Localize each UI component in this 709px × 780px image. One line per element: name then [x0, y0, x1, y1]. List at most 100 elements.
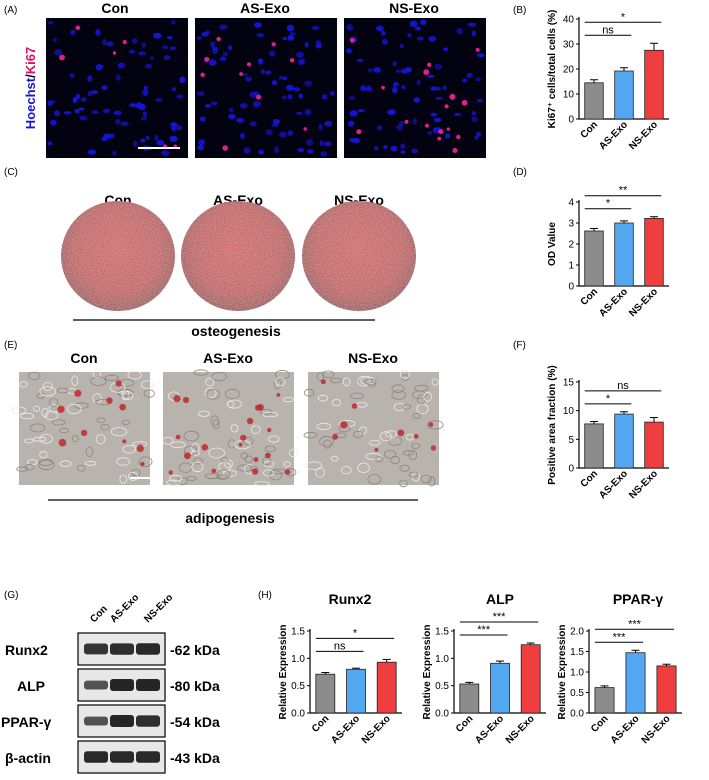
stain-slash: /: [23, 74, 38, 78]
significance-label: *: [621, 11, 626, 23]
bar-ns-exo: [644, 49, 664, 120]
y-axis-label: Positive area fraction (%): [547, 365, 558, 484]
bar-chart-f: 0 5 10 15 Positive area fraction (%) ConAS-Ex…: [547, 365, 669, 501]
nucleus: [352, 137, 360, 144]
ki67-positive-nucleus: [427, 62, 432, 67]
cell-outline: [369, 439, 381, 446]
blot-size-runx2: -62 kDa: [170, 642, 220, 658]
lipid-droplet: [240, 434, 247, 441]
cell-outline: [401, 374, 409, 382]
panel-label-h: (H): [258, 590, 272, 601]
caption-adipogenesis: adipogenesis: [185, 510, 275, 526]
nucleus: [115, 74, 121, 81]
cell-outline: [399, 479, 408, 488]
bar-as-exo: [614, 222, 634, 287]
nucleus: [222, 51, 229, 57]
cell-outline: [226, 399, 242, 409]
nucleus: [430, 112, 438, 117]
x-tick-label: NS-Exo: [504, 713, 537, 746]
significance-label: ns: [602, 24, 614, 36]
nucleus: [144, 63, 153, 69]
x-tick-label: NS-Exo: [360, 713, 393, 746]
y-axis-label: Ki67⁺ cells/total cells (%): [547, 10, 558, 129]
cell-outline: [408, 471, 419, 478]
nucleus: [381, 30, 386, 36]
nucleus: [115, 118, 121, 125]
nucleus: [373, 67, 381, 73]
cell-outline: [402, 450, 415, 456]
brightfield-image-as-exo: [162, 369, 299, 487]
cell-outline: [198, 410, 210, 417]
cell-outline: [321, 370, 335, 379]
nucleus: [135, 102, 143, 109]
significance-label: ns: [334, 640, 346, 652]
cell-outline: [121, 419, 131, 425]
bar-as-exo: [346, 668, 366, 714]
cell-outline: [254, 481, 270, 487]
nucleus: [304, 41, 309, 48]
cell-outline: [323, 439, 332, 449]
ki67-positive-nucleus: [404, 119, 409, 124]
ki67-positive-nucleus: [271, 42, 276, 47]
cell-outline: [262, 411, 279, 418]
blot-lane-as-exo: AS-Exo: [108, 592, 141, 625]
nucleus: [208, 59, 217, 66]
cell-outline: [431, 378, 439, 386]
cell-outline: [72, 435, 79, 443]
image-title-ns-exo-e: NS-Exo: [348, 350, 398, 366]
nucleus: [171, 126, 176, 132]
cell-outline: [39, 386, 56, 397]
brightfield-image-con: [12, 368, 155, 485]
cell-outline: [274, 369, 290, 380]
y-tick-label: 1: [568, 261, 574, 272]
nucleus: [426, 74, 435, 79]
cell-outline: [408, 449, 418, 461]
nucleus: [414, 26, 421, 31]
cell-outline: [127, 471, 139, 481]
cell-outline: [359, 426, 368, 435]
ki67-positive-nucleus: [449, 93, 456, 100]
nucleus: [47, 100, 56, 104]
y-tick-label: 1.5: [570, 647, 584, 658]
blot-protein-ppar: PPAR-γ: [1, 714, 52, 730]
cell-outline: [95, 434, 106, 445]
cell-outline: [319, 435, 335, 447]
blot-band: [84, 643, 108, 655]
cell-outline: [352, 430, 364, 438]
cell-outline: [116, 389, 134, 397]
ki67-positive-nucleus: [59, 54, 65, 61]
blot-size-actin: -43 kDa: [170, 750, 220, 766]
cell-outline: [211, 371, 227, 382]
nucleus: [346, 24, 354, 31]
cell-outline: [227, 439, 236, 449]
y-axis-label: Relative Expression: [557, 624, 568, 719]
nucleus: [150, 56, 154, 61]
panel-label-a: (A): [4, 5, 17, 16]
nucleus: [392, 82, 400, 87]
lipid-droplet: [115, 380, 122, 387]
ki67-positive-nucleus: [289, 58, 295, 63]
fluorescence-image-ns-exo: [344, 18, 486, 158]
nucleus: [95, 64, 103, 71]
nucleus: [347, 120, 355, 127]
cell-outline: [39, 450, 48, 459]
cell-outline: [32, 436, 47, 442]
cell-outline: [329, 377, 342, 384]
x-tick-label: AS-Exo: [597, 468, 630, 501]
chart-title: PPAR-γ: [613, 591, 664, 607]
cell-outline: [38, 458, 54, 466]
nucleus: [282, 37, 287, 41]
nucleus: [155, 98, 163, 102]
panel-label-d: (D): [513, 167, 527, 178]
nucleus: [47, 21, 54, 25]
ki67-positive-nucleus: [437, 136, 442, 141]
cell-outline: [273, 379, 282, 390]
nucleus: [176, 94, 184, 99]
nucleus: [72, 96, 78, 104]
nucleus: [87, 75, 93, 82]
cell-outline: [383, 450, 397, 459]
cell-outline: [92, 368, 102, 379]
cell-outline: [210, 415, 220, 426]
y-tick-label: 0: [568, 115, 574, 126]
nucleus: [411, 148, 419, 154]
